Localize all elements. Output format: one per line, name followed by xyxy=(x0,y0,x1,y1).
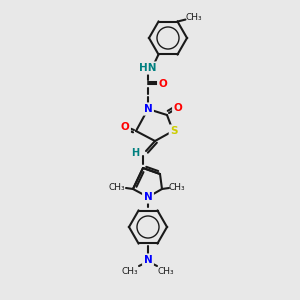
Text: H: H xyxy=(131,148,139,158)
Text: CH₃: CH₃ xyxy=(109,182,125,191)
Text: O: O xyxy=(159,79,167,89)
Text: O: O xyxy=(121,122,129,132)
Text: N: N xyxy=(144,104,152,114)
Text: HN: HN xyxy=(139,63,157,73)
Text: CH₃: CH₃ xyxy=(158,266,174,275)
Text: CH₃: CH₃ xyxy=(122,266,138,275)
Text: N: N xyxy=(144,192,152,202)
Text: O: O xyxy=(174,103,182,113)
Text: CH₃: CH₃ xyxy=(169,182,185,191)
Text: CH₃: CH₃ xyxy=(185,13,202,22)
Text: S: S xyxy=(170,126,178,136)
Text: N: N xyxy=(144,255,152,265)
